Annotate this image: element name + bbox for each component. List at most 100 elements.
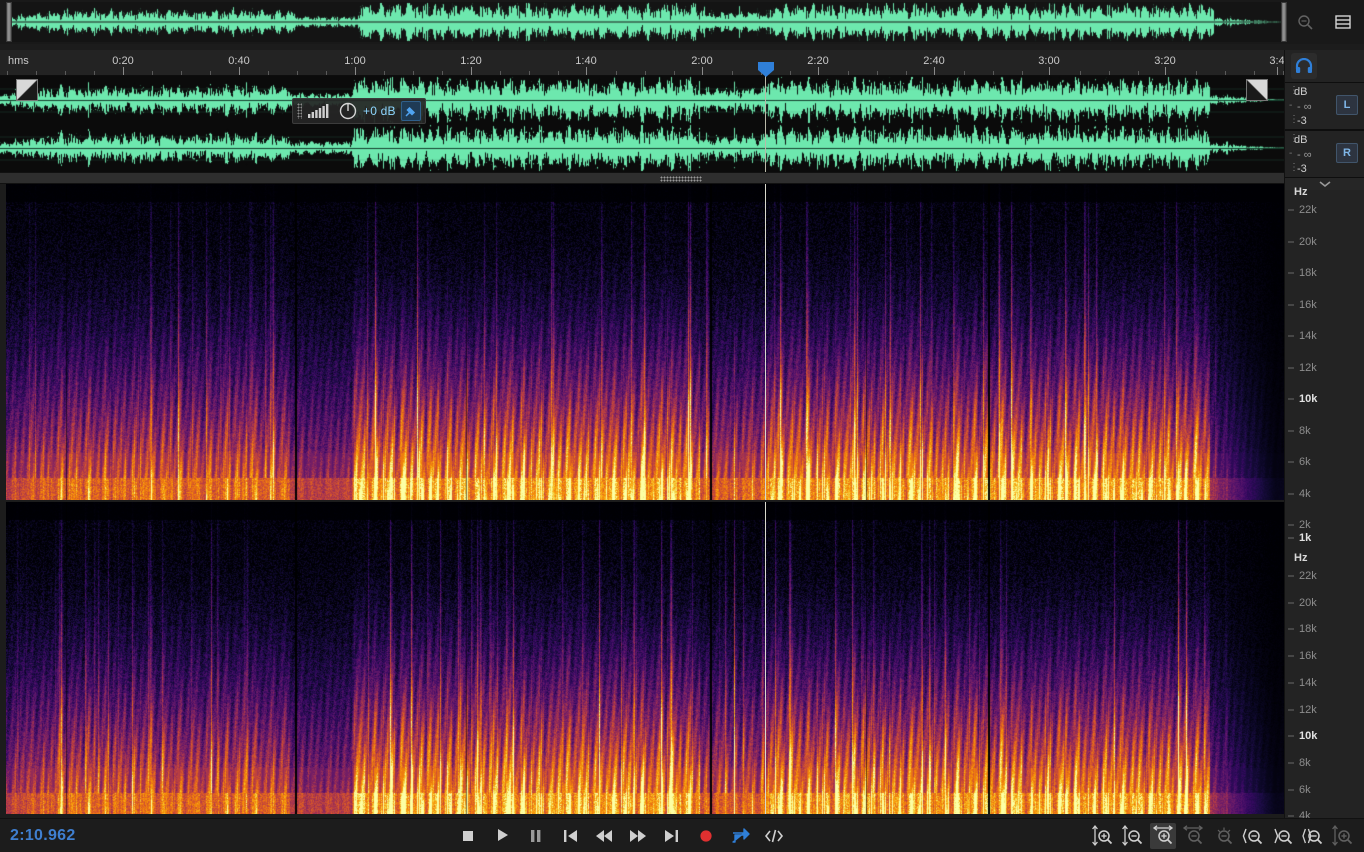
clip-gain-value[interactable]: +0 dB bbox=[363, 104, 396, 118]
meter-collapse-button[interactable] bbox=[1285, 178, 1364, 190]
meter-minus3-label-left: -3 bbox=[1297, 115, 1307, 127]
channel-button-right[interactable]: R bbox=[1336, 143, 1358, 163]
waveform-channel-right[interactable] bbox=[0, 124, 1284, 172]
clip-gain-overlay[interactable]: +0 dB bbox=[292, 98, 426, 124]
pin-icon[interactable] bbox=[400, 101, 421, 121]
waveform-track[interactable] bbox=[0, 76, 1284, 172]
ruler-tick-minor bbox=[993, 71, 994, 75]
meter-db-label-right: dB bbox=[1294, 134, 1308, 146]
ruler-tick-label: 2:00 bbox=[691, 55, 713, 67]
level-meter-right[interactable]: ⋮ dB - - ∞ ⋮ -3 R bbox=[1285, 130, 1364, 178]
meter-tick: - bbox=[1289, 100, 1293, 111]
channel-button-left[interactable]: L bbox=[1336, 95, 1358, 115]
fade-in-handle[interactable] bbox=[16, 79, 38, 101]
record-button[interactable] bbox=[693, 823, 719, 849]
frequency-tick-mark bbox=[1288, 537, 1294, 539]
shuttle-button[interactable] bbox=[761, 823, 787, 849]
frequency-tick-mark bbox=[1288, 430, 1294, 431]
ruler-tick-label: 1:00 bbox=[344, 55, 366, 67]
ruler-tick-minor bbox=[558, 71, 559, 75]
zoom-selection-icon[interactable] bbox=[1291, 8, 1319, 36]
ruler-tick-minor bbox=[181, 71, 182, 75]
panel-menu-icon[interactable] bbox=[1329, 8, 1357, 36]
skip-to-end-button[interactable] bbox=[659, 823, 685, 849]
time-display[interactable]: 2:10.962 bbox=[10, 827, 76, 844]
spectrogram-canvas-right[interactable] bbox=[6, 502, 1284, 814]
ruler-tick-minor bbox=[36, 71, 37, 75]
playhead-marker[interactable] bbox=[758, 62, 774, 77]
frequency-tick-mark bbox=[1288, 735, 1294, 737]
spectrogram-canvas-left[interactable] bbox=[6, 184, 1284, 500]
ruler-tick-minor bbox=[7, 71, 8, 75]
overview-selection-handle-right[interactable] bbox=[1281, 2, 1287, 42]
ruler-unit-label: hms bbox=[8, 55, 29, 67]
playhead-line-waveform bbox=[765, 76, 766, 172]
chevron-down-icon bbox=[1319, 181, 1331, 188]
frequency-tick-label: 22k bbox=[1299, 570, 1317, 582]
frequency-tick-mark bbox=[1288, 241, 1294, 242]
frequency-tick-label: 20k bbox=[1299, 235, 1317, 248]
ruler-tick-major bbox=[818, 67, 819, 75]
overview-selection-handle-left[interactable] bbox=[6, 2, 12, 42]
zoom-in-time-button[interactable] bbox=[1150, 823, 1176, 849]
spectrogram-channel-left[interactable] bbox=[6, 184, 1284, 500]
splitter-grip-icon[interactable] bbox=[660, 176, 702, 182]
ruler-tick-minor bbox=[326, 71, 327, 75]
zoom-out-time-button[interactable] bbox=[1180, 823, 1206, 849]
ruler-tick-minor bbox=[500, 71, 501, 75]
skip-to-start-button[interactable] bbox=[557, 823, 583, 849]
frequency-tick-mark bbox=[1288, 524, 1294, 526]
frequency-tick-label: 8k bbox=[1299, 756, 1311, 769]
zoom-in-amplitude-button[interactable] bbox=[1090, 823, 1116, 849]
playhead-line-spec-2 bbox=[765, 502, 766, 814]
ruler-tick-label: 3:00 bbox=[1038, 55, 1060, 67]
zoom-all-button[interactable] bbox=[1330, 823, 1356, 849]
frequency-axis-left[interactable]: Hz 22k 20k 18k 16k 14k 12k 10k 8k 6k 4k 2k 1k bbox=[1285, 184, 1364, 550]
play-button[interactable] bbox=[489, 823, 515, 849]
frequency-tick-label: 20k bbox=[1299, 596, 1317, 609]
ruler-tick-label: 2:20 bbox=[807, 55, 829, 67]
ruler-tick-minor bbox=[732, 71, 733, 75]
knob-icon[interactable] bbox=[338, 101, 358, 121]
zoom-out-full-button[interactable] bbox=[1210, 823, 1236, 849]
ruler-tick-minor bbox=[964, 71, 965, 75]
frequency-tick-label: 4k bbox=[1299, 487, 1311, 500]
stop-button[interactable] bbox=[455, 823, 481, 849]
spectrogram-channel-right[interactable] bbox=[6, 502, 1284, 814]
loop-button[interactable] bbox=[727, 823, 753, 849]
frequency-tick-mark bbox=[1288, 815, 1294, 817]
bottom-toolbar: 2:10.962 bbox=[0, 818, 1364, 852]
level-meter-left[interactable]: ⋮ dB - - ∞ ⋮ -3 L bbox=[1285, 82, 1364, 130]
frequency-tick-label: 1k bbox=[1299, 532, 1312, 544]
timeline-ruler[interactable]: hms 0:20 0:40 1:00 1:20 1:40 2:00 2:20 2:40 3:00… bbox=[0, 50, 1285, 76]
pause-button[interactable] bbox=[523, 823, 549, 849]
meter-tick: ⋮ bbox=[1289, 114, 1299, 125]
fade-out-handle[interactable] bbox=[1246, 79, 1268, 101]
frequency-tick-mark bbox=[1288, 209, 1294, 211]
zoom-to-selection-in-button[interactable] bbox=[1240, 823, 1266, 849]
headphones-icon[interactable] bbox=[1291, 53, 1317, 79]
ruler-tick-minor bbox=[906, 71, 907, 75]
overview-waveform[interactable] bbox=[6, 2, 1287, 42]
ruler-tick-major bbox=[355, 67, 356, 75]
fast-forward-button[interactable] bbox=[625, 823, 651, 849]
ruler-tick-label: 0:20 bbox=[112, 55, 134, 67]
ruler-tick-major bbox=[586, 67, 587, 75]
zoom-to-selection-button[interactable] bbox=[1300, 823, 1326, 849]
frequency-tick-mark bbox=[1288, 493, 1294, 494]
ruler-tick-minor bbox=[1225, 71, 1226, 75]
waveform-channel-left[interactable] bbox=[0, 76, 1284, 124]
ruler-tick-major bbox=[471, 67, 472, 75]
zoom-to-selection-out-button[interactable] bbox=[1270, 823, 1296, 849]
zoom-out-amplitude-button[interactable] bbox=[1120, 823, 1146, 849]
frequency-tick-mark bbox=[1288, 789, 1294, 791]
panel-splitter[interactable] bbox=[0, 172, 1284, 184]
drag-grip-icon[interactable] bbox=[297, 103, 302, 119]
frequency-tick-label: 4k bbox=[1299, 810, 1311, 823]
ruler-tick-label: 3:20 bbox=[1154, 55, 1176, 67]
rewind-button[interactable] bbox=[591, 823, 617, 849]
meter-tick: ⋮ bbox=[1289, 162, 1299, 173]
overview-waveform-canvas[interactable] bbox=[6, 2, 1287, 42]
meter-minus3-label-right: -3 bbox=[1297, 163, 1307, 175]
